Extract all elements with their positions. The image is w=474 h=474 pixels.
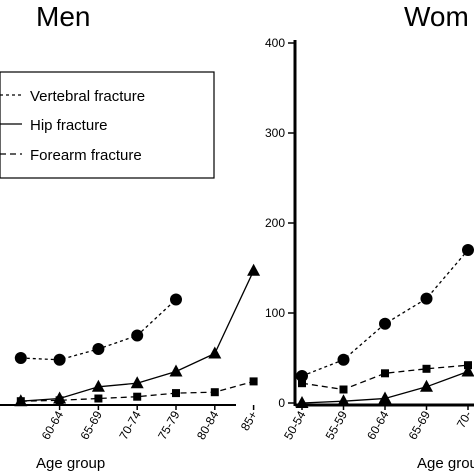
- men-triangle-marker: [91, 379, 105, 392]
- men-square-marker: [249, 377, 258, 386]
- women-title: Wom: [404, 1, 469, 32]
- men-circle-marker: [92, 343, 105, 355]
- women-triangle-marker: [378, 391, 392, 404]
- men-square-marker: [94, 394, 103, 403]
- women-x-tick-label: 55-59: [323, 408, 351, 442]
- men-circle-marker: [53, 353, 66, 366]
- women-y-tick-label: 100: [265, 306, 285, 320]
- legend-hip-label: Hip fracture: [30, 117, 108, 134]
- men-x-tick-label: 75-79: [155, 408, 183, 442]
- women-x-tick-label: 70-: [454, 408, 474, 430]
- women-y-tick-label: 0: [278, 396, 285, 410]
- men-square-marker: [55, 396, 64, 405]
- men-square-marker: [210, 388, 219, 397]
- men-circle-marker: [14, 352, 27, 364]
- men-square-marker: [133, 392, 142, 401]
- men-x-tick-label: 70-74: [116, 408, 144, 442]
- women-square-marker: [422, 364, 431, 373]
- men-triangle-marker: [130, 376, 144, 389]
- men-x-axis-title: Age group: [36, 455, 105, 472]
- men-circle-marker: [170, 293, 182, 306]
- women-x-tick-label: 50-54: [281, 408, 309, 442]
- legend-vertebral-label: Vertebral fracture: [30, 88, 145, 105]
- women-y-tick-label: 400: [265, 36, 285, 50]
- men-title: Men: [36, 1, 90, 32]
- men-square-marker: [16, 397, 25, 406]
- women-circle-marker: [337, 353, 350, 366]
- women-y-tick-label: 300: [265, 126, 285, 140]
- legend-box: [0, 71, 215, 179]
- women-x-axis-title: Age grou: [417, 455, 474, 472]
- men-square-marker: [172, 389, 180, 398]
- men-triangle-marker: [208, 346, 222, 359]
- women-square-marker: [298, 379, 306, 388]
- women-series-group: [295, 244, 474, 408]
- women-series-circle-line: [301, 249, 469, 377]
- women-triangle-marker: [461, 364, 474, 377]
- legend: Vertebral fracture Hip fracture Forearm …: [0, 71, 215, 179]
- women-square-marker: [339, 385, 348, 394]
- men-x-tick-label: 80-84: [194, 408, 222, 442]
- men-x-tick-label: 85+: [238, 409, 260, 434]
- women-square-marker: [464, 361, 472, 370]
- women-triangle-marker: [337, 394, 350, 407]
- women-triangle-marker: [295, 396, 309, 408]
- women-x-tick-label: 60-64: [364, 408, 392, 442]
- women-series-square-line: [301, 364, 469, 391]
- women-x-tick-label: 65-69: [406, 408, 434, 442]
- women-circle-marker: [379, 317, 391, 330]
- men-x-tick-label: 65-69: [78, 408, 106, 442]
- men-circle-marker: [131, 329, 144, 342]
- women-square-marker: [381, 369, 389, 378]
- women-circle-marker: [296, 370, 308, 382]
- women-y-tick-label: 200: [265, 216, 285, 230]
- men-x-tick-label: 60-64: [39, 408, 67, 442]
- women-triangle-marker: [420, 379, 433, 392]
- men-series-group: [14, 263, 261, 407]
- legend-forearm-label: Forearm fracture: [30, 147, 142, 164]
- men-ticks-group: 60-64 65-69 70-74 75-79 80-84 85+: [39, 405, 260, 442]
- men-triangle-marker: [169, 364, 183, 377]
- women-circle-marker: [462, 244, 474, 256]
- women-circle-marker: [420, 292, 433, 305]
- men-triangle-marker: [247, 263, 261, 276]
